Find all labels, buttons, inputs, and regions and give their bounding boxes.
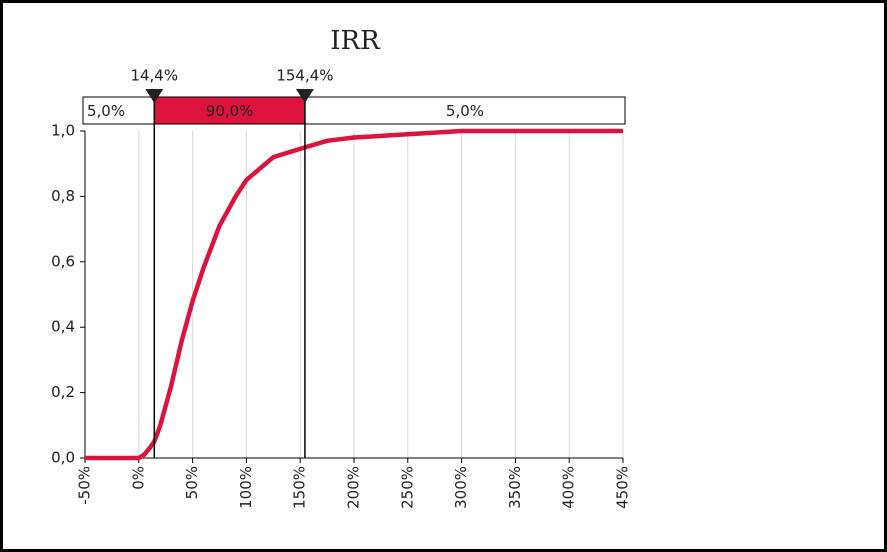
- delimiter-label: 154,4%: [276, 67, 333, 85]
- y-tick-label: 0,0: [51, 449, 75, 467]
- x-tick-label: 50%: [183, 466, 201, 499]
- x-tick-label: 150%: [291, 466, 309, 509]
- x-tick-label: 300%: [452, 466, 470, 509]
- x-tick-label: 400%: [560, 466, 578, 509]
- x-tick-label: -50%: [76, 466, 94, 505]
- delimiter-handle: [295, 89, 314, 103]
- x-tick-label: 0%: [129, 466, 147, 490]
- delimiter-label: 14,4%: [130, 67, 178, 85]
- x-tick-label: 450%: [614, 466, 632, 509]
- segment-label: 5,0%: [87, 102, 125, 120]
- segment-label: 90,0%: [206, 102, 254, 120]
- bar-segment: [304, 96, 626, 125]
- y-tick-label: 1,0: [51, 122, 75, 140]
- delimiter-handle: [145, 89, 164, 103]
- y-tick-label: 0,6: [51, 252, 75, 270]
- x-tick-label: 200%: [345, 466, 363, 509]
- segment-label: 5,0%: [446, 102, 484, 120]
- cdf-line: [85, 128, 623, 461]
- x-tick-label: 250%: [398, 466, 416, 509]
- x-tick-label: 100%: [237, 466, 255, 509]
- y-tick-label: 0,8: [51, 187, 75, 205]
- bar-segment: [153, 96, 306, 125]
- x-tick-label: 350%: [506, 466, 524, 509]
- y-tick-label: 0,4: [51, 318, 75, 336]
- y-tick-label: 0,2: [51, 383, 75, 401]
- chart-title: IRR: [330, 26, 381, 56]
